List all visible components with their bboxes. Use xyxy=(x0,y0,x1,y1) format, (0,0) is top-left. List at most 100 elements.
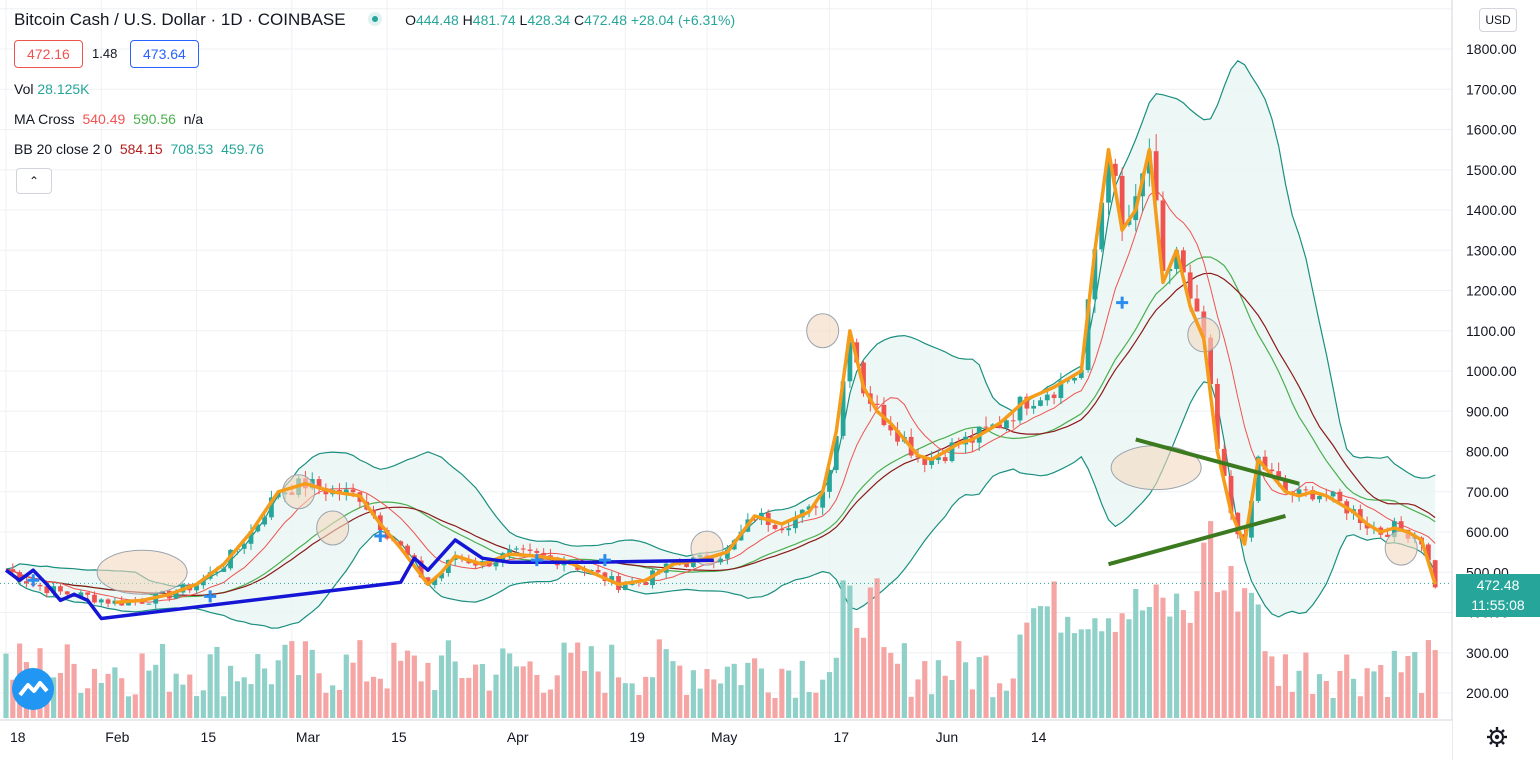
candle-body xyxy=(194,585,199,591)
candle-body xyxy=(146,603,152,605)
ma-cross-legend[interactable]: MA Cross 540.49 590.56 n/a xyxy=(14,111,203,127)
volume-bar xyxy=(718,683,724,718)
volume-bar xyxy=(908,696,914,718)
volume-bar xyxy=(724,666,730,718)
candle-body xyxy=(432,578,438,586)
volume-bar xyxy=(425,662,431,718)
volume-bar xyxy=(98,682,104,718)
volume-bar xyxy=(398,660,404,718)
candle-body xyxy=(895,430,900,442)
volume-bar xyxy=(990,697,996,718)
volume-bar xyxy=(241,677,247,718)
volume-bar xyxy=(1065,616,1071,718)
volume-bar xyxy=(704,669,710,718)
candle-body xyxy=(888,425,894,431)
volume-bar xyxy=(357,640,363,718)
volume-bar xyxy=(1364,668,1370,718)
candle-body xyxy=(1317,495,1322,500)
candle-body xyxy=(200,578,206,586)
signal-cross-marker xyxy=(530,554,543,567)
volume-bar xyxy=(234,681,240,718)
volume-bar xyxy=(928,694,935,718)
collapse-legend-button[interactable]: ⌃ xyxy=(16,168,52,194)
change-value: +28.04 (+6.31%) xyxy=(630,12,736,28)
volume-bar xyxy=(1371,671,1377,718)
candle-body xyxy=(139,601,145,604)
candle-body xyxy=(684,563,689,567)
candle-body xyxy=(949,442,955,461)
candle-body xyxy=(922,457,928,465)
volume-bar xyxy=(554,675,560,718)
candle-body xyxy=(881,404,887,426)
market-status-icon[interactable] xyxy=(368,12,383,26)
volume-bar xyxy=(214,646,220,718)
volume-bar xyxy=(275,660,281,718)
volume-bar xyxy=(1425,640,1431,718)
currency-button[interactable]: USD xyxy=(1479,8,1517,32)
candle-body xyxy=(820,491,826,508)
volume-bar xyxy=(1398,672,1404,718)
symbol-title[interactable]: Bitcoin Cash / U.S. Dollar · 1D · COINBA… xyxy=(14,10,346,29)
volume-bar xyxy=(520,666,526,718)
open-value: 444.48 xyxy=(415,12,459,28)
volume-bar xyxy=(806,692,812,718)
volume-bar xyxy=(479,663,485,718)
candle-body xyxy=(1398,521,1404,530)
volume-bar xyxy=(1228,566,1234,718)
volume-bar xyxy=(615,677,622,718)
sell-button[interactable]: 472.16 xyxy=(14,40,83,68)
volume-bar xyxy=(1105,618,1112,718)
time-tick-label: 19 xyxy=(629,729,645,745)
annotation-ellipse xyxy=(806,313,840,349)
volume-bar xyxy=(10,679,16,718)
volume-bar xyxy=(384,688,390,718)
volume-bar xyxy=(1282,654,1289,718)
bb-label: BB 20 close 2 0 xyxy=(14,141,113,157)
candle-body xyxy=(214,571,220,573)
candle-body xyxy=(527,549,533,551)
volume-bar xyxy=(779,668,785,718)
buy-button[interactable]: 473.64 xyxy=(130,40,199,68)
volume-legend[interactable]: Vol 28.125K xyxy=(14,81,90,97)
ma-fast-value: 540.49 xyxy=(82,111,126,127)
volume-bar xyxy=(547,689,554,718)
volume-bar xyxy=(391,642,397,718)
volume-bar xyxy=(500,648,506,718)
bb-legend[interactable]: BB 20 close 2 0 584.15 708.53 459.76 xyxy=(14,141,264,157)
candle-body xyxy=(248,531,254,544)
candle-body xyxy=(473,563,478,566)
signal-cross-marker xyxy=(598,554,611,567)
tradingview-logo-icon[interactable] xyxy=(12,668,54,710)
bar-countdown: 11:55:08 xyxy=(1471,597,1525,613)
candle-body xyxy=(983,426,989,428)
candle-body xyxy=(718,558,723,563)
volume-bar xyxy=(493,674,499,718)
price-tick-label: 1400.00 xyxy=(1466,202,1517,218)
volume-bar xyxy=(51,677,57,718)
candle-body xyxy=(58,586,63,592)
volume-bar xyxy=(629,683,635,718)
gear-icon[interactable] xyxy=(1484,724,1510,750)
candle-body xyxy=(398,541,404,546)
volume-bar xyxy=(85,688,91,718)
candle-body xyxy=(1106,163,1111,203)
volume-bar xyxy=(976,657,982,718)
candle-body xyxy=(1228,475,1234,513)
volume-bar xyxy=(296,675,302,718)
volume-bar xyxy=(1085,629,1091,718)
volume-bar xyxy=(513,666,520,718)
candle-body xyxy=(1432,560,1438,588)
candle-body xyxy=(105,599,111,604)
price-tick-label: 200.00 xyxy=(1466,685,1509,701)
candle-body xyxy=(643,581,649,586)
candle-body xyxy=(418,560,424,578)
volume-bar xyxy=(78,692,84,718)
price-tick-label: 1600.00 xyxy=(1466,122,1517,138)
last-price-value: 472.48 xyxy=(1476,577,1520,593)
candle-body xyxy=(1262,456,1268,470)
price-tick-label: 900.00 xyxy=(1466,403,1509,419)
volume-bar xyxy=(1337,670,1343,718)
bollinger-band-fill xyxy=(6,60,1436,629)
volume-bar xyxy=(609,644,615,718)
